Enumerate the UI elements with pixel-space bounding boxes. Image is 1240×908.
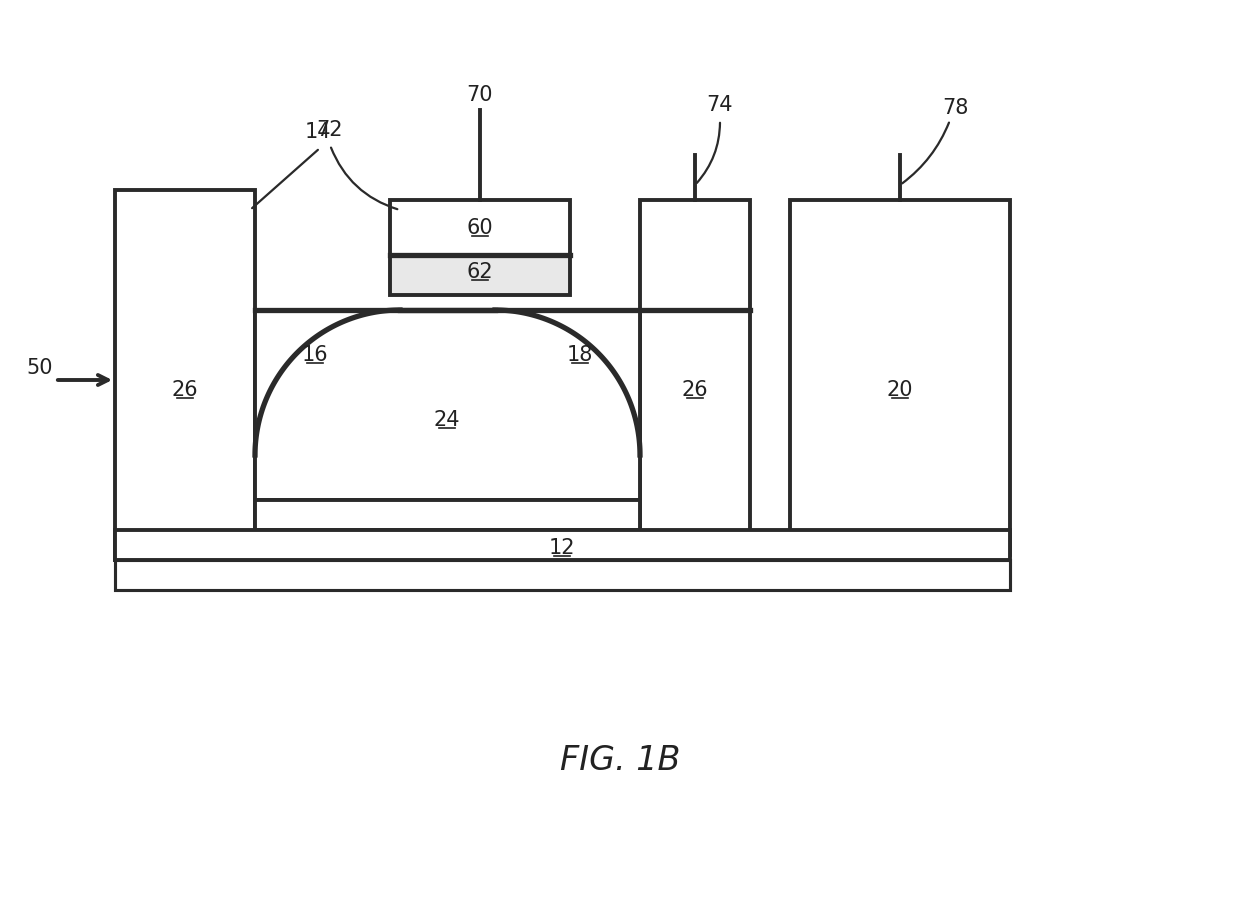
Text: 70: 70 [466,85,494,105]
Bar [255,500,640,530]
Text: 20: 20 [887,380,913,400]
Text: 60: 60 [466,218,494,238]
Text: 16: 16 [301,345,329,365]
Text: 26: 26 [682,380,708,400]
Text: FIG. 1B: FIG. 1B [559,744,681,776]
Text: 18: 18 [567,345,593,365]
Text: 26: 26 [171,380,198,400]
Text: 74: 74 [707,95,733,115]
Bar [790,200,1011,555]
Text: 12: 12 [549,538,575,558]
Bar [255,310,640,500]
Text: 14: 14 [305,122,331,142]
Text: 72: 72 [316,120,343,140]
Text: 24: 24 [434,410,460,430]
Bar [115,530,1011,560]
Bar [391,200,570,255]
Bar [115,190,255,560]
Bar [115,560,1011,590]
Bar [640,200,750,555]
Bar [391,255,570,295]
Text: 62: 62 [466,262,494,282]
Text: 78: 78 [942,98,968,118]
Text: 50: 50 [27,358,53,378]
